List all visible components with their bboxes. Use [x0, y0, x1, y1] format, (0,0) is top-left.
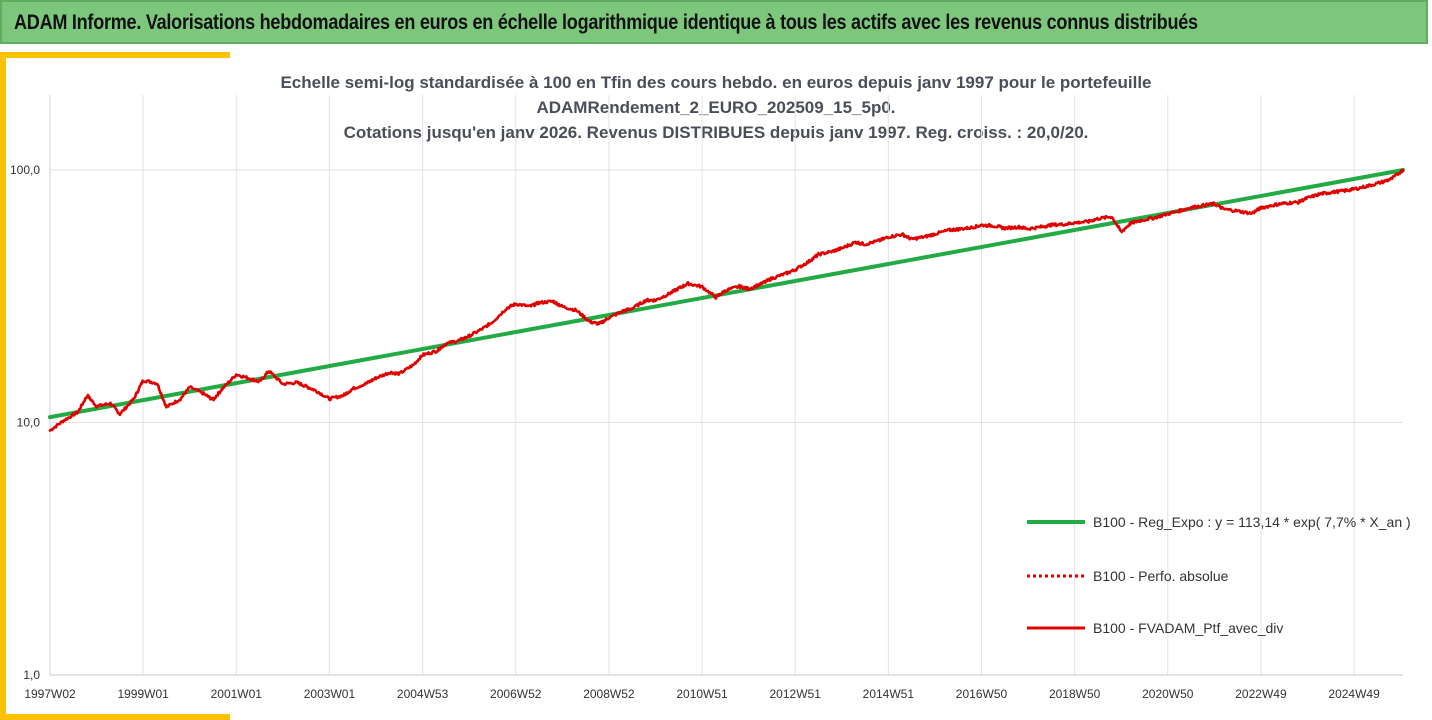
x-tick-label: 2001W01	[211, 687, 263, 701]
x-tick-label: 2008W52	[583, 687, 635, 701]
portfolio-line	[48, 168, 1405, 432]
y-tick-label: 10,0	[17, 416, 41, 430]
x-tick-label: 2010W51	[676, 687, 728, 701]
x-tick-label: 1999W01	[117, 687, 169, 701]
y-axis-ticks: 1,0 10,0 100,0	[10, 163, 40, 682]
legend-label: B100 - FVADAM_Ptf_avec_div	[1093, 620, 1283, 636]
x-tick-label: 2024W49	[1328, 687, 1380, 701]
report-header: ADAM Informe. Valorisations hebdomadaire…	[0, 0, 1428, 44]
chart-title-line-2: ADAMRendement_2_EURO_202509_15_5p0.	[536, 98, 896, 117]
y-tick-label: 1,0	[23, 668, 40, 682]
legend-label: B100 - Reg_Expo : y = 113,14 * exp( 7,7%…	[1093, 514, 1411, 530]
x-tick-label: 2016W50	[956, 687, 1008, 701]
grid-lines	[49, 95, 1403, 676]
x-tick-label: 2020W50	[1142, 687, 1194, 701]
legend-label: B100 - Perfo. absolue	[1093, 568, 1229, 584]
chart-title-line-3: Cotations jusqu'en janv 2026. Revenus DI…	[343, 123, 1089, 142]
x-tick-label: 2004W53	[397, 687, 449, 701]
x-tick-label: 2012W51	[770, 687, 822, 701]
header-accent-bar	[0, 52, 230, 58]
x-tick-label: 2022W49	[1235, 687, 1287, 701]
x-axis-ticks: 1997W02 1999W01 2001W01 2003W01 2004W53 2006W…	[24, 687, 1380, 701]
x-tick-label: 2018W50	[1049, 687, 1101, 701]
x-tick-label: 1997W02	[24, 687, 76, 701]
x-tick-label: 2003W01	[304, 687, 356, 701]
series-lines	[48, 168, 1405, 432]
report-title: ADAM Informe. Valorisations hebdomadaire…	[14, 11, 1198, 34]
y-tick-label: 100,0	[10, 163, 40, 177]
left-accent-bar	[0, 52, 6, 720]
chart-title: Echelle semi-log standardisée à 100 en T…	[0, 70, 1432, 145]
x-tick-label: 2014W51	[863, 687, 915, 701]
x-tick-label: 2006W52	[490, 687, 542, 701]
legend: B100 - Reg_Expo : y = 113,14 * exp( 7,7%…	[1027, 514, 1411, 636]
chart-title-line-1: Echelle semi-log standardisée à 100 en T…	[280, 73, 1152, 92]
bottom-accent-bar	[0, 714, 230, 720]
